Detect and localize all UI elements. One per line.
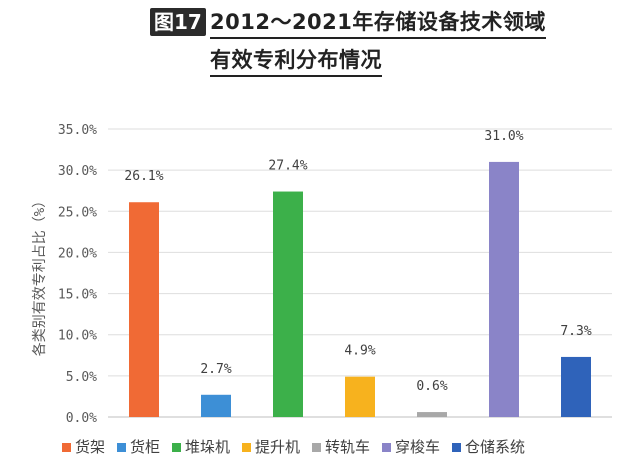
legend-label: 货柜 [130,438,160,456]
legend-item: 仓储系统 [452,438,525,456]
legend-label: 转轨车 [325,438,370,456]
y-tick-label: 35.0% [58,123,97,138]
legend-item: 货架 [62,438,105,456]
gridlines [108,128,612,418]
bar-5 [417,412,447,417]
legend-swatch [62,443,71,452]
y-axis-ticks: 0.0% 5.0% 10.0% 15.0% 20.0% 25.0% 30.0% 35.0% [58,123,97,426]
bar-4 [345,376,375,417]
y-tick-label: 30.0% [58,164,97,179]
value-labels: 26.1% 2.7% 27.4% 4.9% 0.6% 31.0% 7.3% [124,129,591,394]
chart-title-block: 图17 2012～2021年存储设备技术领域 有效专利分布情况 [0,0,621,90]
legend-label: 提升机 [255,438,300,456]
value-label: 4.9% [344,344,375,359]
y-tick-label: 5.0% [66,370,97,385]
legend-swatch [382,443,391,452]
legend-label: 货架 [75,438,105,456]
chart-title-line-2: 有效专利分布情况 [210,45,382,77]
legend-label: 穿梭车 [395,438,440,456]
y-tick-label: 0.0% [66,411,97,426]
y-tick-label: 25.0% [58,205,97,220]
figure-number-badge: 图17 [150,8,206,36]
bar-7 [561,356,591,417]
legend-item: 货柜 [117,438,160,456]
legend-swatch [242,443,251,452]
value-label: 27.4% [268,159,307,174]
y-axis-label: 各类别有效专利占比（%） [32,194,48,356]
bar-6 [489,161,519,417]
value-label: 0.6% [416,379,447,394]
y-tick-label: 20.0% [58,246,97,261]
bar-2 [201,394,231,417]
legend: 货架 货柜 堆垛机 提升机 转轨车 穿梭车 仓储系统 [62,438,525,456]
y-tick-label: 15.0% [58,288,97,303]
value-label: 26.1% [124,169,163,184]
legend-item: 穿梭车 [382,438,440,456]
value-label: 7.3% [560,324,591,339]
legend-item: 堆垛机 [172,438,230,456]
legend-swatch [452,443,461,452]
value-label: 2.7% [200,362,231,377]
bar-3 [273,191,303,417]
legend-swatch [172,443,181,452]
value-label: 31.0% [484,129,523,144]
chart-title-line-1: 2012～2021年存储设备技术领域 [210,7,546,39]
y-tick-label: 10.0% [58,329,97,344]
legend-label: 仓储系统 [465,438,525,456]
legend-item: 转轨车 [312,438,370,456]
bar-1 [129,202,159,417]
bars [129,161,591,417]
legend-swatch [312,443,321,452]
legend-swatch [117,443,126,452]
legend-label: 堆垛机 [185,438,230,456]
legend-item: 提升机 [242,438,300,456]
